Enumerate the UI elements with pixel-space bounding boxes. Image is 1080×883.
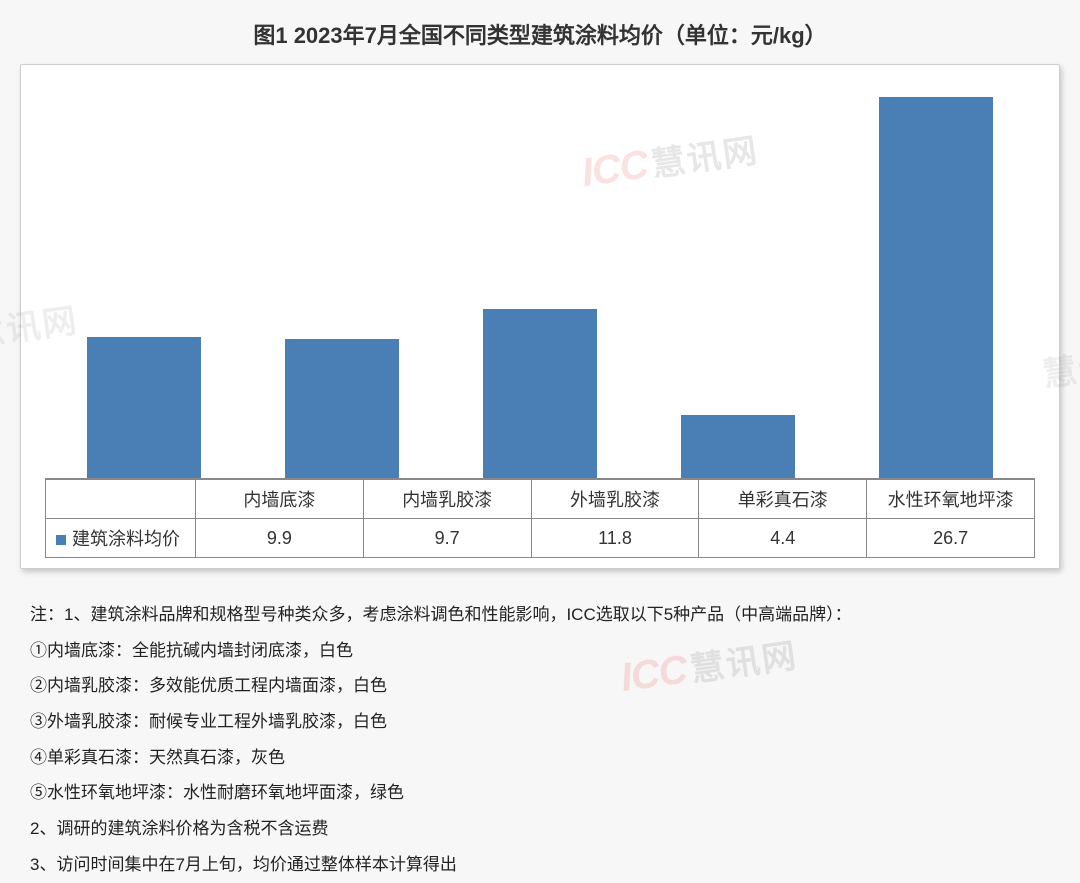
- bar-slot: [45, 79, 243, 478]
- legend-swatch: [56, 535, 66, 545]
- note-line: ②内墙乳胶漆：多效能优质工程内墙面漆，白色: [30, 668, 1050, 704]
- plot-area: [45, 79, 1035, 479]
- bars-container: [45, 79, 1035, 478]
- note-line: 2、调研的建筑涂料价格为含税不含运费: [30, 811, 1050, 847]
- bar: [879, 97, 994, 478]
- value-cell: 11.8: [531, 519, 699, 558]
- category-cell: 外墙乳胶漆: [531, 480, 699, 519]
- bar: [285, 339, 400, 478]
- row-head-blank: [46, 480, 196, 519]
- note-line: ③外墙乳胶漆：耐候专业工程外墙乳胶漆，白色: [30, 704, 1050, 740]
- note-line: ④单彩真石漆：天然真石漆，灰色: [30, 740, 1050, 776]
- category-cell: 单彩真石漆: [699, 480, 867, 519]
- note-line: 注：1、建筑涂料品牌和规格型号种类众多，考虑涂料调色和性能影响，ICC选取以下5…: [30, 597, 1050, 633]
- bar-slot: [243, 79, 441, 478]
- note-line: ⑤水性环氧地坪漆：水性耐磨环氧地坪面漆，绿色: [30, 775, 1050, 811]
- bar-slot: [639, 79, 837, 478]
- bar-slot: [837, 79, 1035, 478]
- bar: [483, 309, 598, 478]
- notes-block: 注：1、建筑涂料品牌和规格型号种类众多，考虑涂料调色和性能影响，ICC选取以下5…: [20, 597, 1060, 883]
- data-table: 内墙底漆内墙乳胶漆外墙乳胶漆单彩真石漆水性环氧地坪漆 建筑涂料均价 9.99.7…: [45, 479, 1035, 558]
- category-cell: 内墙乳胶漆: [363, 480, 531, 519]
- value-row: 建筑涂料均价 9.99.711.84.426.7: [46, 519, 1035, 558]
- note-line: ①内墙底漆：全能抗碱内墙封闭底漆，白色: [30, 633, 1050, 669]
- note-line: 3、访问时间集中在7月上旬，均价通过整体样本计算得出: [30, 847, 1050, 883]
- category-row: 内墙底漆内墙乳胶漆外墙乳胶漆单彩真石漆水性环氧地坪漆: [46, 480, 1035, 519]
- category-cell: 水性环氧地坪漆: [867, 480, 1035, 519]
- value-cell: 4.4: [699, 519, 867, 558]
- chart-title: 图1 2023年7月全国不同类型建筑涂料均价（单位：元/kg）: [20, 18, 1060, 50]
- chart-card: ICC慧讯网 内墙底漆内墙乳胶漆外墙乳胶漆单彩真石漆水性环氧地坪漆 建筑涂料均价…: [20, 64, 1060, 569]
- series-label-cell: 建筑涂料均价: [46, 519, 196, 558]
- bar: [681, 415, 796, 478]
- bar: [87, 337, 202, 478]
- category-cell: 内墙底漆: [196, 480, 364, 519]
- series-label: 建筑涂料均价: [72, 529, 180, 549]
- bar-slot: [441, 79, 639, 478]
- value-cell: 9.7: [363, 519, 531, 558]
- value-cell: 9.9: [196, 519, 364, 558]
- value-cell: 26.7: [867, 519, 1035, 558]
